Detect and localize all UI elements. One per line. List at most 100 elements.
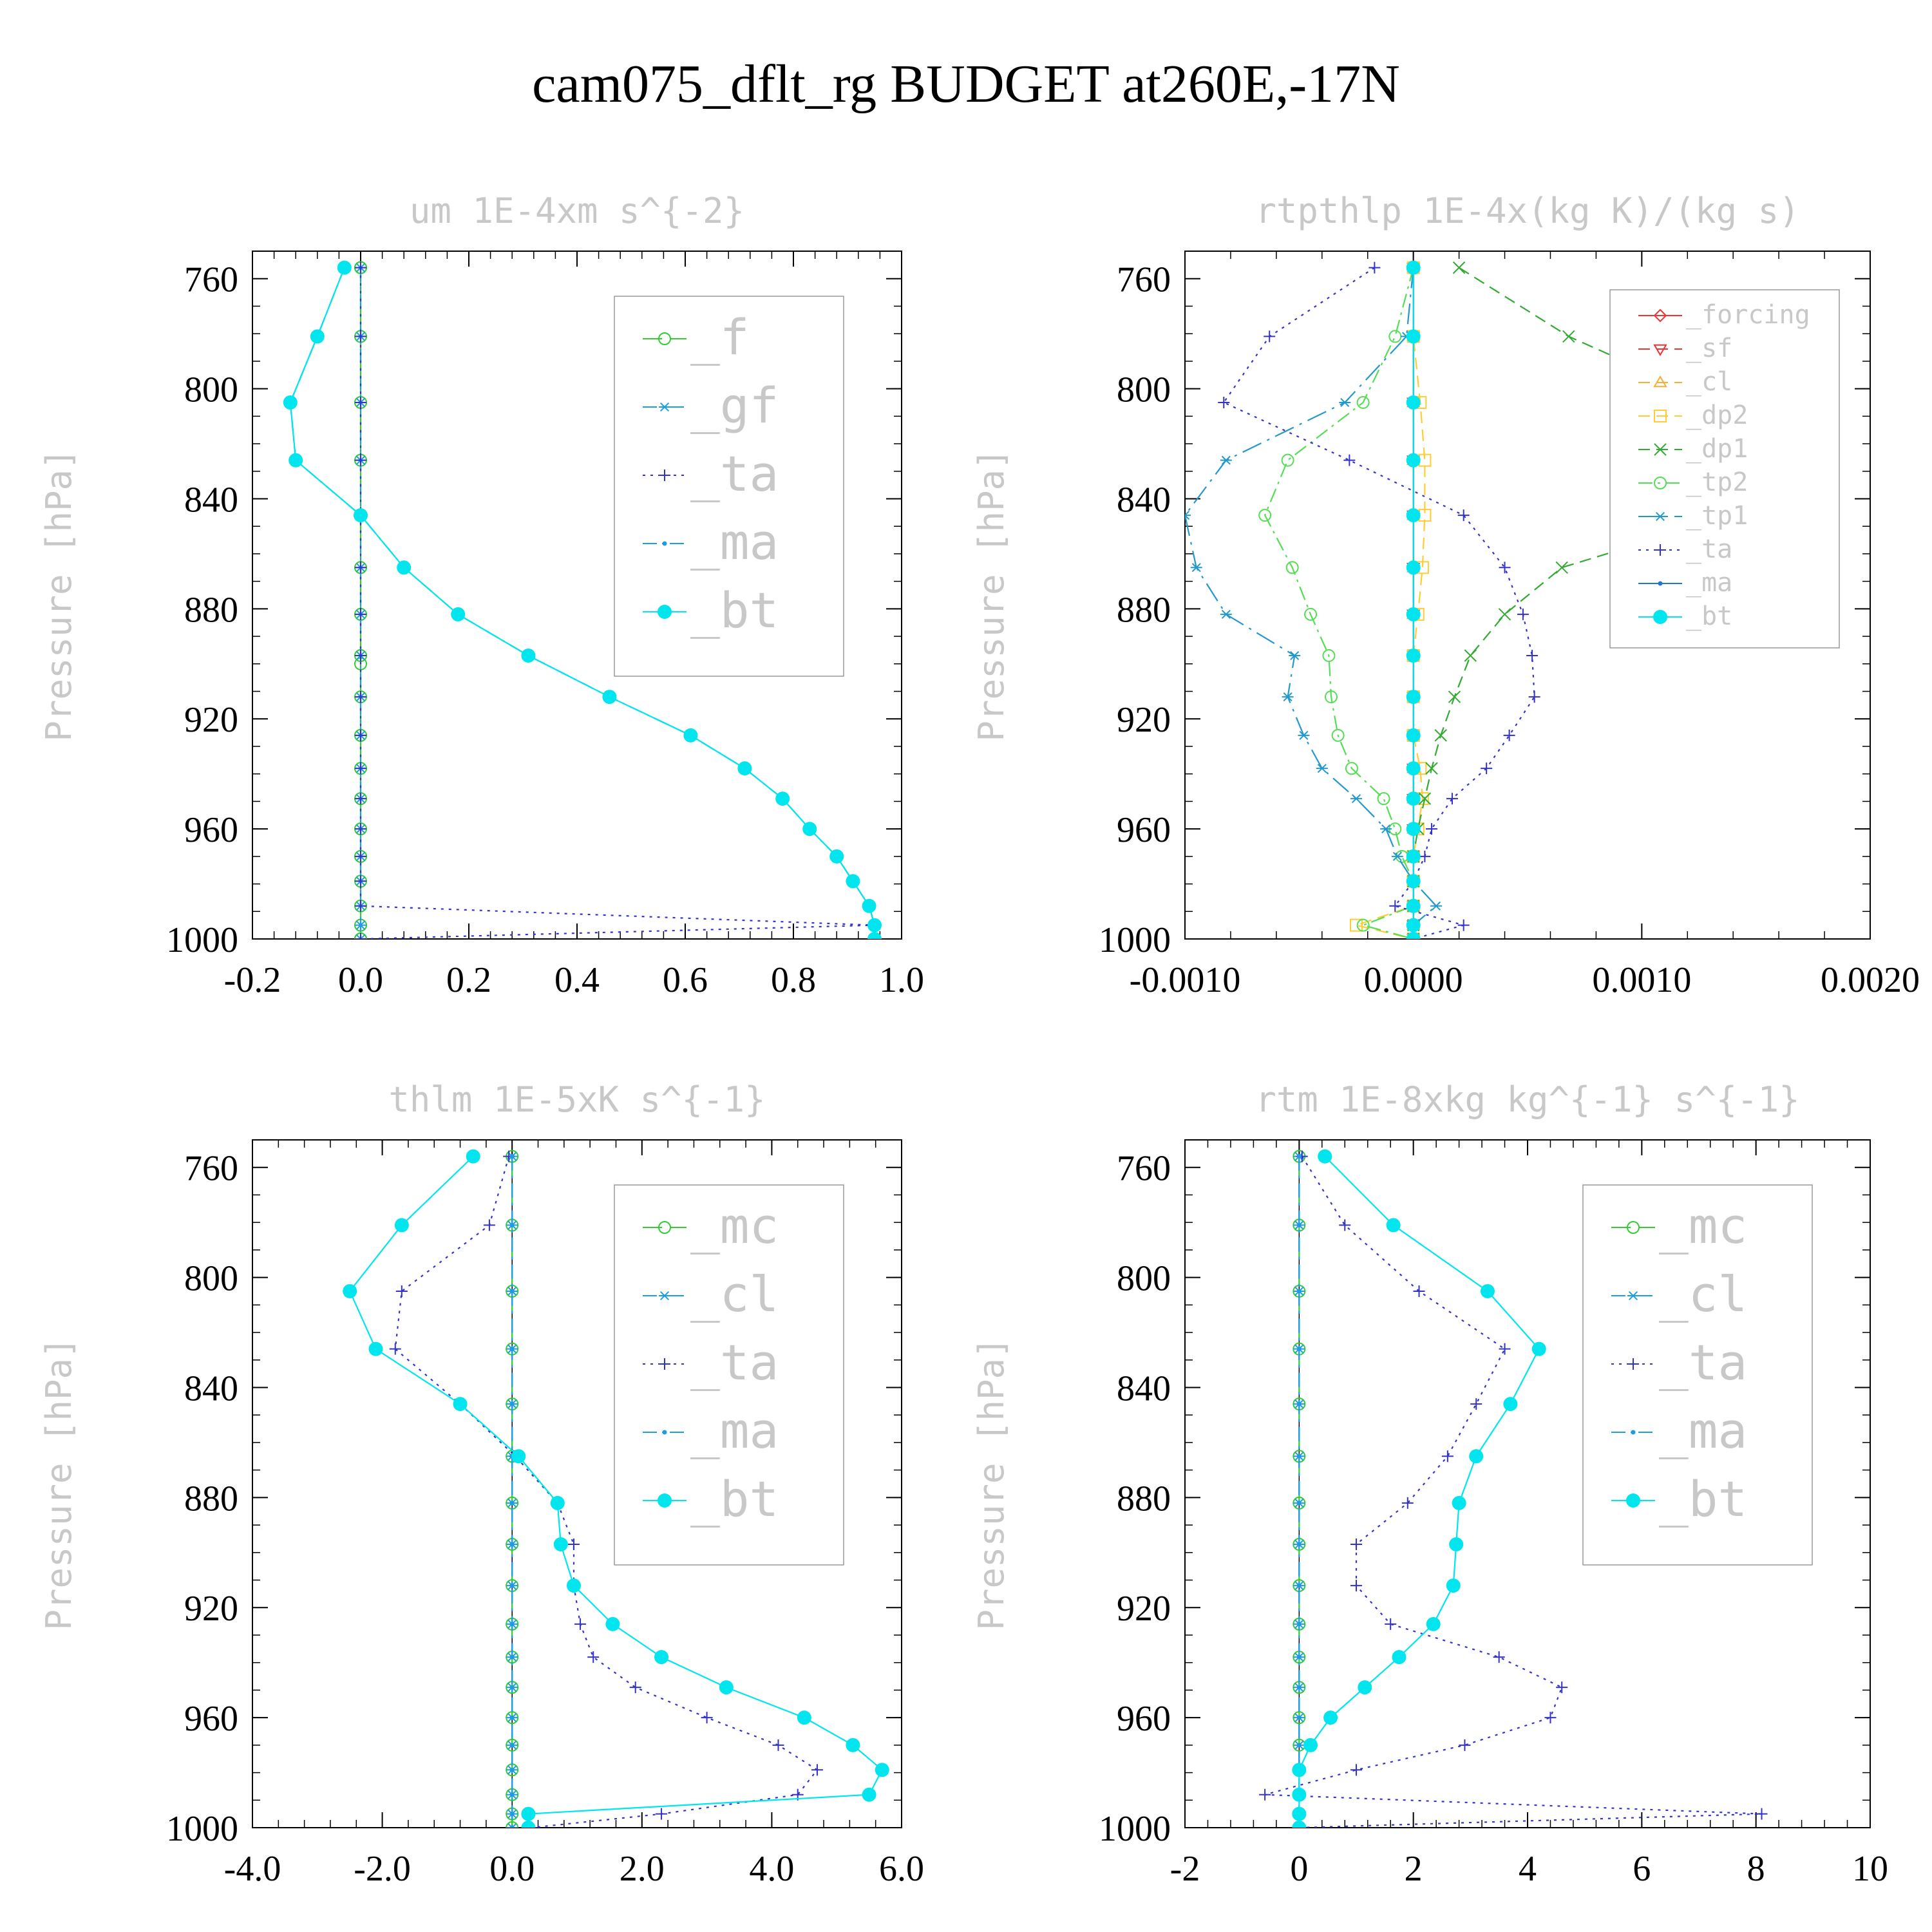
data-point [1441,1450,1454,1463]
data-point [355,562,366,574]
data-point [772,1739,784,1751]
data-point [701,1712,713,1724]
data-point [1296,1542,1302,1547]
data-point [1526,649,1539,661]
legend-label: _mc [690,1197,779,1255]
data-point [1339,397,1351,407]
data-point [567,1538,580,1550]
data-point [395,1285,408,1297]
legend-swatch-marker [1626,1493,1640,1508]
series-ta [1218,261,1540,939]
data-point [355,261,366,274]
legend-item-dp1: _dp1 [1638,434,1748,464]
legend-swatch-marker [1627,1358,1639,1370]
data-point [389,1343,401,1355]
data-point [1296,1501,1302,1506]
data-point [1391,851,1403,861]
data-point [1356,918,1370,932]
x-tick-label: -4.0 [224,1849,281,1889]
series-bt [343,1149,889,1828]
series-bt [1292,1149,1546,1828]
legend-item-ta: _ta [643,445,779,502]
data-point [1756,1808,1768,1820]
data-point [1264,330,1276,343]
data-point [1296,1583,1302,1588]
y-tick-label: 960 [1117,1699,1171,1739]
legend-item-bt: _bt [1611,1470,1747,1528]
data-point [509,1583,515,1588]
data-point [775,791,790,806]
data-point [521,648,536,663]
data-point [354,508,368,523]
legend-label: _ta [1686,535,1732,564]
data-point [509,1715,515,1720]
legend-label: _dp1 [1686,434,1748,464]
x-tick-label: 10 [1852,1849,1888,1889]
data-point [1498,608,1511,621]
data-point [509,1542,515,1547]
legend-box [614,1184,844,1566]
data-point [355,330,366,343]
data-point [1406,822,1421,837]
series-line [394,1156,819,1828]
data-point [1562,330,1575,343]
data-point [1296,1347,1302,1352]
chart-panel-4: -2 0 2 4 6 8 10 760 800 840 880 920 960 1000 rtm 1E-8x… [971,1079,1888,1889]
x-tick-label: 0.8 [771,960,816,1000]
data-point [1318,1149,1332,1164]
legend-label: _forcing [1686,300,1810,330]
data-point [1358,1680,1372,1695]
y-tick-label: 960 [184,1699,238,1739]
data-point [862,898,876,913]
data-point [1544,1712,1557,1724]
x-tick-label: 4 [1519,1849,1537,1889]
chart-panel-3: -4.0 -2.0 0.0 2.0 4.0 6.0 760 800 840 880 920 960 10… [39,1079,924,1889]
legend: _mc _cl _ta _ma _bt [1582,1184,1813,1566]
data-point [1377,792,1390,806]
data-point [1499,1343,1511,1355]
legend-label: _bt [690,1470,779,1528]
data-point [1296,1222,1302,1227]
series-tp1 [1185,263,1443,939]
legend-item-tp1: _tp1 [1638,501,1748,531]
legend-item-mc: _mc [643,1197,779,1255]
data-point [1406,791,1421,806]
legend-label: _dp2 [1686,401,1748,430]
y-tick-label: 880 [1117,1479,1171,1519]
data-point [1406,918,1421,933]
data-point [1448,690,1461,703]
data-point [867,918,882,933]
legend-label: _ma [1686,568,1732,598]
data-point [846,1738,860,1752]
panel-title: rtpthlp 1E-4x(kg K)/(kg s) [1255,191,1799,231]
y-tick-label: 840 [1117,1368,1171,1408]
y-tick-label: 840 [184,480,238,520]
y-tick-label: 920 [184,1589,238,1629]
panel-title: um 1E-4xm s^{-2} [410,191,744,231]
data-point [310,329,325,344]
legend-label: _cl [1686,367,1732,397]
data-point [453,1397,468,1412]
data-point [1406,453,1421,468]
series-line [1298,1155,1540,1828]
data-point [1345,762,1358,775]
legend: _f _gf _ta _ma _bt [614,296,844,677]
panel-title: rtm 1E-8xkg kg^{-1} s^{-1} [1255,1079,1799,1120]
data-point [1281,453,1294,467]
data-point [355,823,366,835]
x-tick-label: 6.0 [879,1849,924,1889]
data-point [1296,1401,1302,1406]
data-point [719,1680,734,1695]
data-point [1185,511,1191,520]
legend-label: _tp1 [1686,501,1748,531]
data-point [1282,692,1294,702]
y-axis-label: Pressure [hPa] [39,448,79,741]
data-point [509,1825,515,1828]
data-point [587,1651,600,1663]
legend-swatch-marker [659,1358,670,1370]
y-tick-label: 880 [1117,590,1171,630]
legend: _mc _cl _ta _ma _bt [614,1184,844,1566]
data-point [1457,919,1470,931]
data-point [509,1401,515,1406]
y-tick-label: 880 [184,590,238,630]
